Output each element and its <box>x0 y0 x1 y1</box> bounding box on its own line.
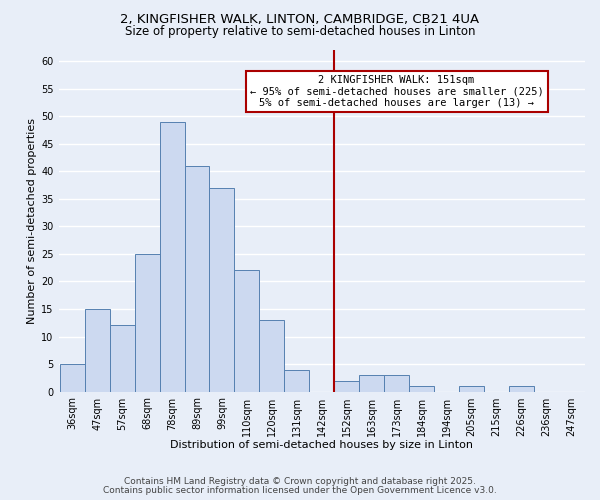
Text: 2 KINGFISHER WALK: 151sqm
← 95% of semi-detached houses are smaller (225)
5% of : 2 KINGFISHER WALK: 151sqm ← 95% of semi-… <box>250 75 544 108</box>
Bar <box>134 254 160 392</box>
Text: Size of property relative to semi-detached houses in Linton: Size of property relative to semi-detach… <box>125 25 475 38</box>
Bar <box>459 386 484 392</box>
Bar <box>185 166 209 392</box>
Bar <box>384 375 409 392</box>
Text: Contains HM Land Registry data © Crown copyright and database right 2025.: Contains HM Land Registry data © Crown c… <box>124 477 476 486</box>
Bar <box>85 309 110 392</box>
Bar <box>409 386 434 392</box>
Bar <box>60 364 85 392</box>
X-axis label: Distribution of semi-detached houses by size in Linton: Distribution of semi-detached houses by … <box>170 440 473 450</box>
Bar <box>284 370 309 392</box>
Y-axis label: Number of semi-detached properties: Number of semi-detached properties <box>27 118 37 324</box>
Bar <box>334 380 359 392</box>
Text: 2, KINGFISHER WALK, LINTON, CAMBRIDGE, CB21 4UA: 2, KINGFISHER WALK, LINTON, CAMBRIDGE, C… <box>121 12 479 26</box>
Bar <box>509 386 534 392</box>
Bar <box>209 188 235 392</box>
Bar <box>160 122 185 392</box>
Bar <box>110 326 134 392</box>
Bar <box>259 320 284 392</box>
Text: Contains public sector information licensed under the Open Government Licence v3: Contains public sector information licen… <box>103 486 497 495</box>
Bar <box>359 375 384 392</box>
Bar <box>235 270 259 392</box>
